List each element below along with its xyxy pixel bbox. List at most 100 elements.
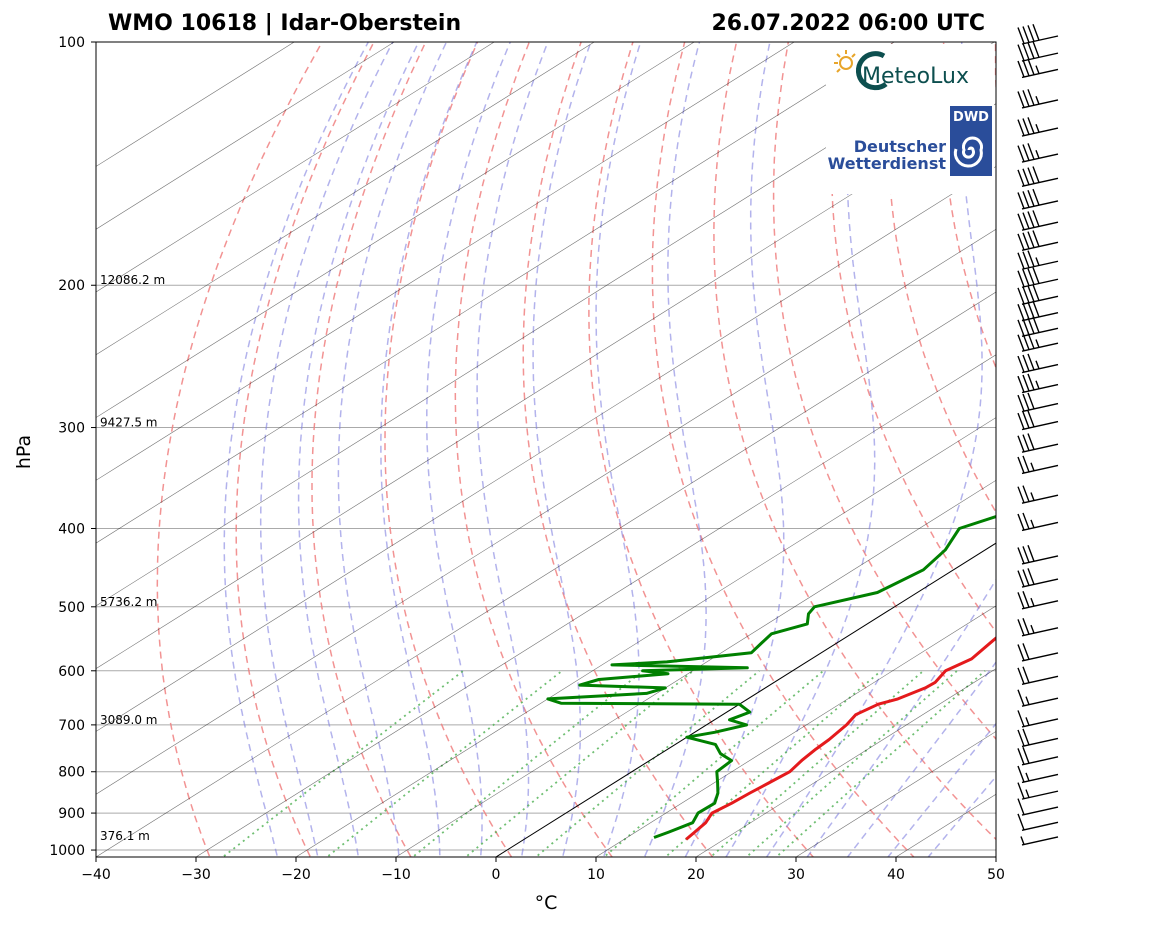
wind-barb-flag: [1027, 433, 1035, 450]
wind-barb-flag: [1022, 191, 1030, 208]
x-tick-label: −40: [81, 867, 111, 883]
height-label: 12086.2 m: [100, 273, 165, 287]
moist-adiabat-line: [887, 722, 996, 857]
wind-barb-shaft: [1021, 821, 1059, 832]
dwd-badge-text: DWD: [953, 110, 989, 125]
moist-adiabat-line: [337, 42, 448, 857]
wind-barb-flag: [1022, 747, 1030, 764]
wind-barb-shaft: [1021, 464, 1059, 475]
wind-barb-flag: [1017, 91, 1025, 108]
wind-barb: [1017, 512, 1059, 532]
wind-barb-half-flag: [1025, 789, 1030, 798]
height-labels: 12086.2 m 9427.5 m 5736.2 m 3089.0 m 376.1 m: [100, 273, 165, 843]
wind-barb-flag: [1027, 568, 1035, 585]
wind-barb-flag: [1032, 316, 1040, 333]
wind-barb: [1017, 782, 1059, 800]
dwd-logo: DWD Deutscher Wetterdienst: [828, 106, 992, 176]
wind-barb-flag: [1027, 42, 1035, 59]
wind-barb-half-flag: [1025, 696, 1030, 705]
wind-barb-flag: [1022, 269, 1030, 286]
wind-barb-flag: [1032, 284, 1040, 301]
moist-adiabat-line: [532, 42, 592, 857]
wind-barb-flag: [1027, 117, 1035, 134]
wind-barb: [1017, 433, 1059, 453]
y-tick-label: 100: [58, 35, 85, 51]
wind-barb-shaft: [1021, 443, 1059, 453]
wind-barb-flag: [1032, 188, 1040, 206]
temperature-profile-line: [685, 636, 996, 841]
y-axis-ticks: 100 200 300 400 500 600 700 800 900 1000: [49, 35, 96, 859]
wind-barb: [1017, 666, 1059, 685]
wind-barb-flag: [1027, 392, 1035, 410]
wind-barb-flag: [1017, 44, 1025, 61]
wind-barb: [1017, 58, 1059, 79]
wind-barb-half-flag: [1035, 360, 1040, 369]
wind-barb-flag: [1017, 169, 1025, 187]
wind-barb-flag: [1022, 354, 1030, 372]
wind-barb-shaft: [1021, 200, 1059, 210]
wind-barb-flag: [1027, 250, 1035, 267]
wind-barb: [1017, 545, 1059, 565]
moist-adiabat-line: [806, 578, 996, 857]
wind-barb-flag: [1027, 167, 1035, 184]
wind-barb-shaft: [1021, 99, 1059, 109]
wind-barb-shaft: [1021, 260, 1059, 270]
wind-barb: [1017, 23, 1059, 45]
wind-barb-flag: [1017, 287, 1025, 305]
wind-barb-flag: [1032, 210, 1040, 227]
wind-barb-flag: [1017, 513, 1025, 531]
wind-barb-shaft: [1021, 402, 1059, 413]
moist-adiabat-line: [259, 42, 394, 857]
wind-barb-flag: [1027, 58, 1035, 76]
y-tick-label: 1000: [49, 843, 85, 859]
wind-barb-shaft: [1021, 278, 1059, 288]
dry-adiabat-line: [1047, 42, 1160, 867]
wind-barb: [1017, 373, 1059, 394]
mixing-ratio-line: [534, 670, 760, 857]
wind-barb: [1017, 618, 1059, 637]
plot-frame: [95, 41, 997, 858]
wind-barb: [1017, 643, 1059, 662]
isotherm-line: [695, 668, 996, 857]
height-label: 3089.0 m: [100, 713, 158, 727]
wind-barb-flag: [1017, 334, 1025, 352]
dry-adiabat-line: [588, 42, 815, 857]
isobar-grid: [96, 41, 996, 851]
wind-barb-flag: [1017, 213, 1025, 231]
wind-barb-shaft: [1021, 555, 1059, 565]
isotherm-line: [96, 42, 395, 230]
wind-barb-flag: [1027, 190, 1035, 207]
wind-barb-half-flag: [1035, 150, 1040, 159]
wind-barb-flag: [1027, 143, 1035, 160]
wind-barb-shaft: [1021, 836, 1059, 846]
wind-barb-flag: [1027, 268, 1035, 285]
dry-adiabat-line: [311, 42, 427, 857]
moist-adiabat-line: [643, 42, 707, 857]
wind-barb-shaft: [1021, 652, 1059, 662]
sounding-profiles: [546, 515, 996, 841]
x-tick-label: −30: [181, 867, 211, 883]
moist-adiabat-line: [846, 660, 996, 857]
wind-barb-half-flag: [1030, 624, 1035, 634]
y-axis-label: hPa: [13, 435, 35, 469]
x-tick-label: 40: [887, 867, 905, 883]
wind-barb-shaft: [1021, 327, 1059, 337]
meteolux-wordmark: MeteoLux: [862, 64, 969, 89]
wind-barb-flag: [1022, 434, 1030, 451]
wind-barb: [1017, 689, 1059, 707]
y-tick-label: 200: [58, 278, 85, 294]
wind-barb: [1017, 568, 1059, 588]
wind-barb-flag: [1022, 512, 1030, 530]
wind-barb-flag: [1022, 485, 1030, 502]
wind-barb-shaft: [1021, 127, 1059, 137]
mixing-ratio-line: [464, 670, 694, 857]
wind-barb-flag: [1017, 644, 1025, 661]
wind-barb-flag: [1017, 233, 1025, 251]
y-tick-label: 400: [58, 521, 85, 537]
isotherm-line: [96, 42, 295, 167]
wind-barb-shaft: [1021, 420, 1059, 431]
wind-barb-flag: [1017, 304, 1025, 321]
y-tick-label: 800: [58, 765, 85, 781]
dry-adiabat-line: [1099, 42, 1160, 867]
wind-barb-flag: [1032, 41, 1040, 58]
